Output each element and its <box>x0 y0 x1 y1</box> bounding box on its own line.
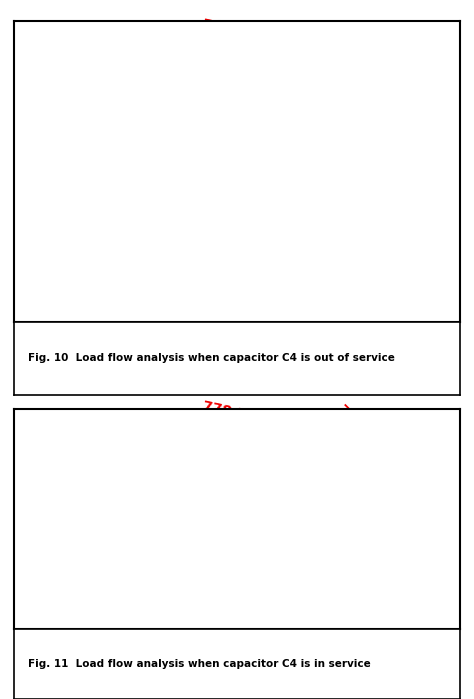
Text: Z1: Z1 <box>62 96 78 106</box>
Text: -17.98 deg: -17.98 deg <box>362 426 424 489</box>
Text: 1x510 Mvar: 1x510 Mvar <box>201 294 255 303</box>
Text: Fig. 11  Load flow analysis when capacitor C4 is in service: Fig. 11 Load flow analysis when capacito… <box>27 659 370 669</box>
Text: Z1: Z1 <box>62 461 78 471</box>
Text: 761.2 kV: 761.2 kV <box>201 17 272 45</box>
Text: 705.6 Mvar: 705.6 Mvar <box>268 515 319 524</box>
Polygon shape <box>224 519 295 545</box>
Text: -4.67 deg: -4.67 deg <box>157 405 229 452</box>
Text: 765 kV: 765 kV <box>157 166 193 176</box>
Text: Agra: Agra <box>224 248 257 261</box>
Text: CAP4: CAP4 <box>353 528 380 539</box>
Text: -577.1 Mvar: -577.1 Mvar <box>112 452 167 461</box>
Text: 10 MW: 10 MW <box>268 504 299 513</box>
Text: 785.1 kV: 785.1 kV <box>335 402 393 461</box>
Text: 678.2 Mvar: 678.2 Mvar <box>268 168 319 178</box>
Text: 1342 MW: 1342 MW <box>112 71 155 80</box>
Text: 1751.208 MVA: 1751.208 MVA <box>183 271 254 282</box>
Polygon shape <box>224 171 295 208</box>
Polygon shape <box>233 208 286 231</box>
Text: 778.5 kV: 778.5 kV <box>201 399 272 427</box>
Polygon shape <box>241 563 277 574</box>
Text: 702.8 kV: 702.8 kV <box>335 31 393 90</box>
Text: ↓1313 MW: ↓1313 MW <box>268 154 318 163</box>
Bar <box>55 87 108 132</box>
Text: -15.57 deg: -15.57 deg <box>362 66 424 129</box>
Text: 765 kV: 765 kV <box>157 513 193 524</box>
Polygon shape <box>233 545 286 563</box>
Text: Bus8: Bus8 <box>157 146 189 159</box>
Text: 1x670.03 Mvar: 1x670.03 Mvar <box>201 607 269 616</box>
Text: -3.92 deg: -3.92 deg <box>157 31 229 78</box>
Text: 1751.208 MVA: 1751.208 MVA <box>183 590 254 600</box>
Text: CAP4: CAP4 <box>353 187 380 197</box>
Text: 1676 MW: 1676 MW <box>112 444 155 453</box>
Bar <box>55 457 108 491</box>
Text: Fig. 10  Load flow analysis when capacitor C4 is out of service: Fig. 10 Load flow analysis when capacito… <box>27 353 394 363</box>
Text: 8.17 Mvar: 8.17 Mvar <box>112 83 158 92</box>
Polygon shape <box>241 231 277 246</box>
Text: Agra: Agra <box>224 573 257 586</box>
Text: Bus8: Bus8 <box>157 498 189 511</box>
